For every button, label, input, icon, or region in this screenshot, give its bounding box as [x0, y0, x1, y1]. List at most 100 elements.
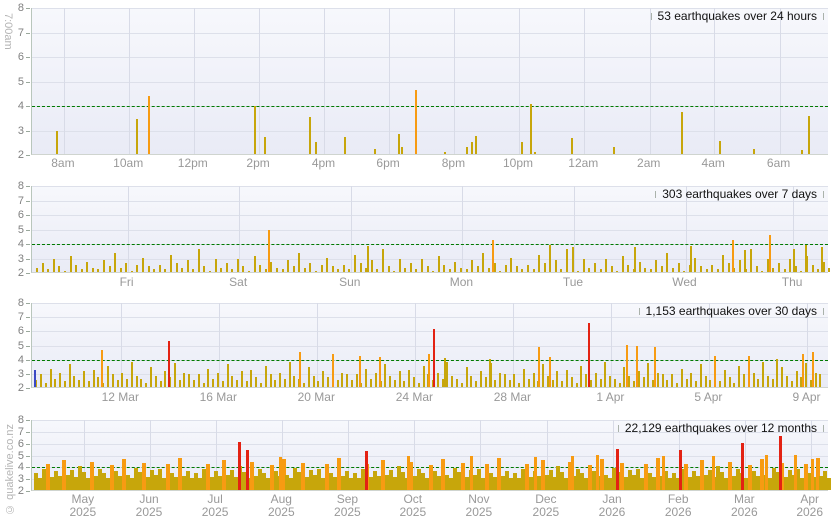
- x-axis-label: 24 Mar: [395, 390, 434, 404]
- x-gridline: [611, 303, 613, 387]
- x-gridline: [324, 8, 326, 154]
- earthquake-bar: [74, 477, 79, 490]
- earthquake-bar: [570, 377, 573, 387]
- earthquake-bar: [106, 365, 109, 387]
- earthquake-bar: [540, 460, 545, 490]
- earthquake-bar: [138, 472, 142, 490]
- earthquake-bar: [186, 260, 189, 272]
- earthquake-bar: [50, 477, 55, 490]
- earthquake-bar: [130, 478, 134, 490]
- earthquake-bar: [348, 269, 351, 272]
- earthquake-bar: [145, 382, 148, 387]
- earthquake-bar: [205, 464, 210, 490]
- earthquake-bar: [326, 257, 329, 272]
- earthquake-bar: [374, 372, 377, 387]
- earthquake-bar: [690, 372, 693, 387]
- y-axis-label: 6: [17, 325, 24, 338]
- x-gridline: [454, 8, 456, 154]
- y-axis-tick: [26, 331, 30, 333]
- earthquake-bar: [281, 269, 284, 272]
- y-gridline: [32, 130, 828, 132]
- earthquake-bar: [819, 374, 822, 387]
- panel-title: 303 earthquakes over 7 days: [655, 187, 824, 201]
- earthquake-bar: [524, 464, 529, 490]
- earthquake-bar: [279, 372, 282, 387]
- earthquake-bar: [543, 263, 546, 272]
- y-gridline: [32, 229, 828, 231]
- y-axis-label: 2: [17, 149, 24, 161]
- earthquake-bar: [671, 374, 674, 387]
- earthquake-bar: [588, 465, 593, 490]
- y-axis-tick: [26, 467, 30, 469]
- earthquake-bar: [264, 269, 267, 272]
- x-gridline: [810, 420, 812, 490]
- x-axis-label: Nov 2025: [465, 492, 493, 519]
- earthquake-bar: [793, 454, 797, 490]
- y-axis-tick: [26, 200, 30, 202]
- earthquake-bar: [479, 371, 482, 387]
- x-axis-label: Jun 2025: [135, 492, 163, 519]
- magnitude-threshold-line: [32, 244, 828, 245]
- x-gridline: [193, 8, 195, 154]
- earthquake-bar: [358, 355, 361, 387]
- earthquake-bar: [49, 368, 52, 387]
- earthquake-bar: [647, 362, 650, 387]
- earthquake-bar: [207, 368, 210, 387]
- title-tick: [823, 190, 824, 198]
- x-gridline: [216, 420, 218, 490]
- y-axis-tick: [26, 8, 30, 9]
- earthquake-bar: [680, 112, 683, 154]
- earthquake-bar: [644, 267, 647, 272]
- earthquake-bar: [444, 474, 449, 490]
- earthquake-bar: [707, 469, 712, 490]
- x-gridline: [121, 303, 123, 387]
- y-gridline: [32, 443, 828, 445]
- earthquake-bar: [609, 375, 611, 387]
- earthquake-bar: [815, 458, 820, 490]
- earthquake-bar: [142, 462, 146, 490]
- earthquake-bar: [723, 478, 728, 490]
- x-axis-label: Aug 2025: [267, 492, 295, 519]
- earthquake-bar: [472, 474, 477, 490]
- earthquake-bar: [592, 471, 597, 490]
- earthquake-bar: [203, 266, 206, 272]
- earthquake-bar: [341, 475, 346, 490]
- earthquake-bar: [644, 464, 649, 490]
- earthquake-bar: [496, 458, 501, 490]
- x-gridline: [259, 8, 261, 154]
- earthquake-bar: [794, 266, 797, 272]
- earthquake-bar: [456, 472, 461, 490]
- earthquake-bar: [711, 455, 715, 490]
- earthquake-bar: [58, 266, 61, 272]
- earthquake-bar: [705, 269, 708, 272]
- earthquake-bar: [365, 451, 369, 490]
- earthquake-bar: [136, 264, 139, 272]
- earthquake-bar: [636, 468, 641, 490]
- earthquake-bar: [221, 381, 224, 387]
- earthquake-bar: [731, 240, 734, 272]
- y-axis-label: 2: [17, 382, 24, 394]
- y-axis-label: 4: [17, 461, 24, 474]
- panel-title: 53 earthquakes over 24 hours: [650, 9, 824, 23]
- x-gridline: [127, 186, 129, 272]
- y-axis-label: 4: [17, 353, 24, 366]
- earthquake-bar: [325, 464, 330, 490]
- earthquake-bar: [534, 456, 538, 490]
- y-axis-label: 5: [17, 449, 24, 462]
- earthquake-bar: [261, 473, 266, 490]
- earthquake-bar: [341, 372, 344, 387]
- earthquake-bar: [809, 379, 812, 387]
- earthquake-bar: [377, 475, 382, 490]
- earthquake-bar: [799, 478, 804, 490]
- y-gridline: [32, 345, 828, 347]
- earthquake-bar: [821, 247, 823, 272]
- earthquake-bar: [661, 374, 664, 387]
- x-axis-label: 16 Mar: [199, 390, 237, 404]
- earthquake-bar: [432, 471, 437, 490]
- x-axis-label: Jul 2025: [201, 492, 229, 519]
- earthquake-bar: [264, 365, 267, 387]
- earthquake-bar: [147, 266, 150, 272]
- earthquake-bar: [789, 259, 792, 272]
- x-axis-label: Oct 2025: [399, 492, 427, 519]
- earthquake-bar: [762, 361, 765, 387]
